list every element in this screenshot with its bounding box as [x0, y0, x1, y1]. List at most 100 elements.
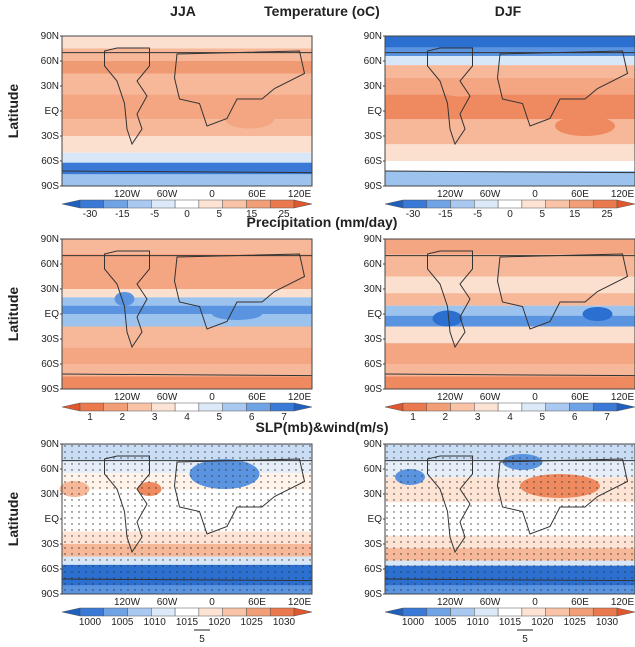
colorbar-label: 1010	[144, 617, 167, 628]
lon-tick-label: 120W	[437, 597, 464, 608]
coastline	[173, 50, 306, 127]
colorbar-segment	[103, 199, 128, 209]
colorbar-segment	[198, 402, 223, 412]
colorbar-segment	[269, 607, 295, 617]
coastline	[173, 458, 306, 535]
colorbar-end	[384, 402, 404, 412]
contour-band	[62, 136, 312, 153]
contour-band	[62, 36, 312, 49]
contour-band	[385, 254, 635, 277]
colorbar-segment	[246, 199, 271, 209]
lon-tick-label: 60W	[157, 597, 178, 608]
colorbar-label: 5	[217, 412, 223, 423]
colorbar-end	[61, 402, 81, 412]
colorbar-segment	[103, 607, 128, 617]
lat-tick-label: 30N	[41, 489, 59, 500]
lon-tick-label: 0	[532, 392, 538, 403]
contour-band	[385, 315, 635, 327]
colorbar-segment	[222, 402, 247, 412]
contour-band	[385, 171, 635, 186]
colorbar-label: 25	[278, 209, 290, 220]
lat-tick-label: 60N	[41, 56, 59, 67]
colorbar-segment	[174, 402, 200, 412]
colorbar-label: -15	[115, 209, 130, 220]
map-panel	[384, 443, 635, 595]
lon-tick-label: 0	[209, 597, 215, 608]
panel-title: Precipitation (mm/day)	[247, 214, 398, 230]
colorbar-segment	[79, 607, 105, 617]
lon-tick-label: 60W	[157, 189, 178, 200]
colorbar-segment	[198, 607, 223, 617]
contour-band	[385, 343, 635, 364]
colorbar-label: 1005	[434, 617, 457, 628]
lat-tick-label: 90S	[41, 589, 59, 600]
lat-tick-label: EQ	[368, 106, 383, 117]
contour-blob	[114, 292, 135, 306]
colorbar-label: 4	[184, 412, 190, 423]
lat-tick-label: 90N	[41, 234, 59, 245]
lon-tick-label: 120E	[611, 189, 635, 200]
latitude-label: Latitude	[5, 492, 21, 547]
contour-band	[385, 276, 635, 294]
contour-band	[62, 289, 312, 298]
contour-band	[62, 174, 312, 186]
colorbar-label: 1000	[79, 617, 102, 628]
colorbar-label: 1000	[402, 617, 425, 628]
lon-tick-label: 60E	[571, 392, 589, 403]
lat-tick-label: 60N	[364, 56, 382, 67]
lat-tick-label: 90S	[364, 181, 382, 192]
lat-tick-label: 90S	[41, 384, 59, 395]
lon-tick-label: 120W	[437, 189, 464, 200]
contour-band	[385, 161, 635, 171]
colorbar-segment	[426, 607, 451, 617]
colorbar-segment	[151, 607, 176, 617]
coastline	[496, 253, 629, 330]
contour-band	[62, 326, 312, 348]
lon-tick-label: 60W	[480, 392, 501, 403]
lat-tick-label: 60S	[364, 359, 382, 370]
colorbar-label: 1025	[564, 617, 587, 628]
colorbar-segment	[569, 199, 594, 209]
colorbar-segment	[222, 199, 247, 209]
colorbar-label: 1025	[241, 617, 264, 628]
lat-tick-label: 90S	[41, 181, 59, 192]
lon-tick-label: 60W	[480, 189, 501, 200]
lon-tick-label: 60E	[571, 597, 589, 608]
colorbar-end	[384, 199, 404, 209]
lon-tick-label: 0	[532, 189, 538, 200]
contour-blob	[224, 108, 275, 129]
colorbar-segment	[474, 402, 499, 412]
colorbar-label: 1020	[208, 617, 231, 628]
lon-tick-label: 120E	[288, 392, 312, 403]
contour-band	[62, 364, 312, 377]
lat-tick-label: 30N	[41, 81, 59, 92]
colorbar-label: 1030	[596, 617, 619, 628]
lat-tick-label: EQ	[368, 309, 383, 320]
contour-band	[385, 77, 635, 95]
colorbar-label: 2	[120, 412, 126, 423]
colorbar-segment	[592, 607, 618, 617]
colorbar-segment	[426, 199, 451, 209]
contour-band	[385, 326, 635, 344]
lat-tick-label: EQ	[45, 514, 60, 525]
map-panel	[384, 238, 635, 390]
contour-band	[62, 162, 312, 175]
contour-band	[385, 364, 635, 377]
colorbar-label: 0	[507, 209, 513, 220]
colorbar-label: 1	[410, 412, 416, 423]
contour-band	[62, 305, 312, 314]
colorbar-label: 15	[246, 209, 258, 220]
colorbar-segment	[151, 402, 176, 412]
colorbar-label: 7	[281, 412, 287, 423]
lat-tick-label: 60N	[41, 464, 59, 475]
colorbar-segment	[426, 402, 451, 412]
lat-tick-label: 30S	[41, 334, 59, 345]
coastline	[384, 373, 635, 377]
colorbar-segment	[246, 607, 271, 617]
colorbar-segment	[269, 402, 295, 412]
colorbar-label: 2	[443, 412, 449, 423]
lat-tick-label: 90N	[364, 439, 382, 450]
lon-tick-label: 60W	[480, 597, 501, 608]
lat-tick-label: 60N	[364, 464, 382, 475]
lon-tick-label: 120E	[611, 597, 635, 608]
